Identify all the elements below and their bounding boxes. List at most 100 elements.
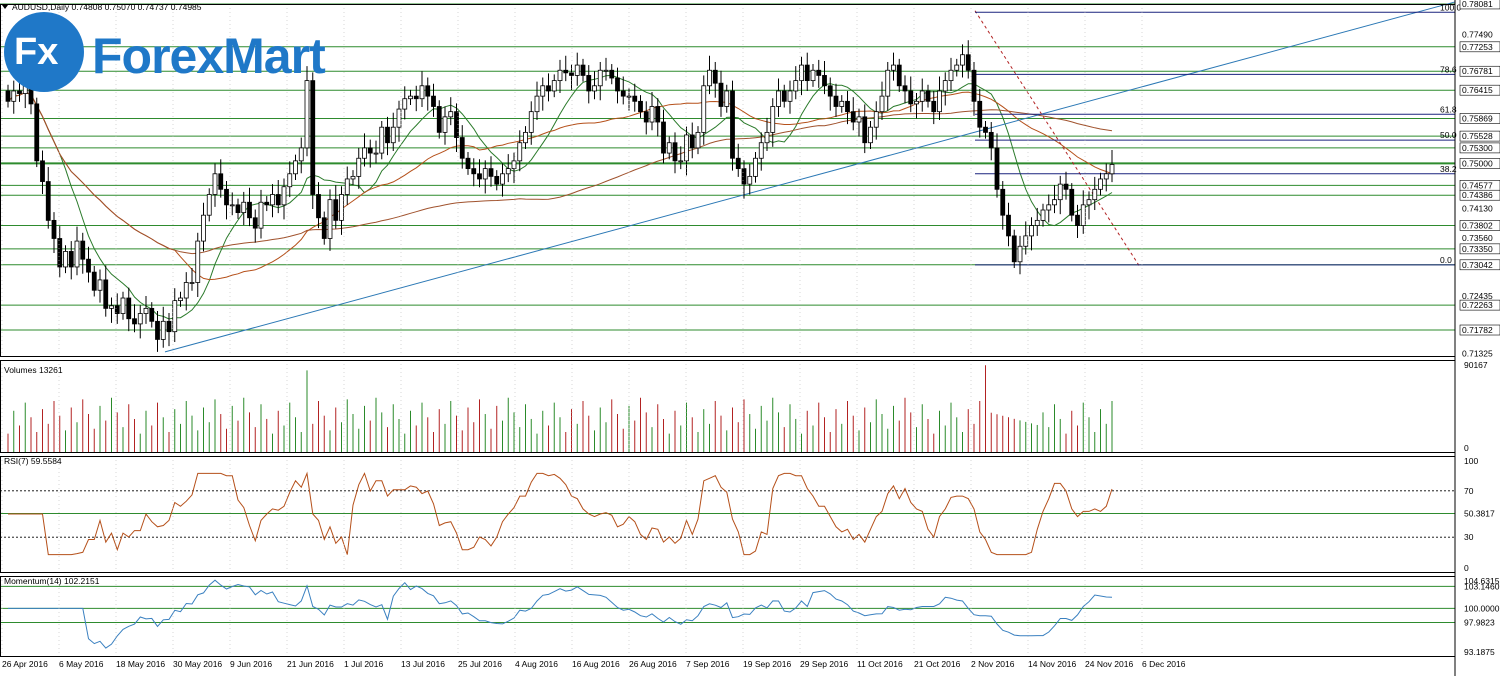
bull-candle (942, 80, 948, 92)
bull-candle (396, 108, 402, 128)
bear-candle (569, 72, 574, 76)
bull-candle (63, 251, 68, 268)
logo-fx-mark: Fx (14, 31, 59, 73)
bear-candle (586, 75, 592, 92)
bull-candle (758, 142, 764, 159)
bear-candle (316, 194, 321, 219)
bull-candle (1098, 178, 1103, 190)
bull-candle (304, 80, 310, 149)
bull-candle (419, 85, 425, 100)
bear-candle (17, 90, 22, 94)
price-label-box (1459, 324, 1500, 336)
bull-candle (189, 282, 195, 284)
bear-candle (132, 318, 137, 325)
bull-candle (120, 297, 126, 314)
time-tick-label: 13 Jul 2016 (401, 659, 445, 669)
bear-candle (615, 77, 620, 92)
bear-candle (971, 69, 977, 102)
bull-candle (793, 80, 799, 92)
bear-candle (86, 258, 91, 273)
indicator-tick-label: 90167 (1464, 360, 1488, 370)
bear-candle (57, 238, 63, 268)
bear-candle (1011, 235, 1017, 263)
fib-level-label: 0.0 (1440, 255, 1452, 265)
price-tick-label: 0.77490 (1462, 30, 1493, 40)
bear-candle (850, 111, 856, 123)
bull-candle (1092, 188, 1098, 201)
bear-candle (862, 116, 868, 144)
bear-candle (166, 320, 172, 333)
fib-diagonal-line (974, 10, 1141, 268)
price-label-box (1459, 220, 1500, 231)
bear-candle (494, 175, 500, 185)
indicator-tick-label: 0 (1464, 563, 1469, 573)
bull-candle (868, 126, 873, 144)
bull-candle (747, 175, 753, 185)
bull-candle (1040, 209, 1046, 221)
bull-candle (810, 69, 816, 82)
price-tick-label: 0.75000 (1462, 158, 1493, 168)
bear-candle (333, 199, 339, 221)
fibonacci-retracement: 100.0 78.6 61.8 50.0 38.2 0.0 (975, 2, 1462, 266)
bull-candle (74, 240, 80, 268)
time-tick-label: 2 Nov 2016 (971, 659, 1015, 669)
bear-candle (563, 69, 569, 74)
bear-candle (252, 217, 258, 229)
bear-candle (264, 201, 270, 206)
time-tick-label: 19 Sep 2016 (743, 659, 791, 669)
trend-line-segment (164, 1, 1456, 353)
ma-long-line (7, 91, 1113, 255)
bull-candle (287, 173, 293, 188)
bull-candle (160, 320, 166, 340)
bear-candle (1075, 214, 1080, 226)
bull-candle (557, 69, 563, 82)
bear-candle (735, 157, 741, 170)
bull-candle (97, 279, 103, 291)
price-tick-label: 0.74386 (1462, 190, 1493, 200)
bull-candle (258, 201, 264, 229)
price-tick-label: 0.71782 (1462, 325, 1493, 335)
fib-level-label: 61.8 (1440, 104, 1457, 114)
bear-candle (781, 90, 787, 102)
bear-candle (661, 121, 666, 154)
bull-candle (178, 297, 183, 302)
bear-candle (218, 173, 224, 190)
bull-candle (408, 95, 413, 100)
time-tick-label: 11 Oct 2016 (857, 659, 903, 669)
bull-candle (770, 106, 776, 133)
bear-candle (413, 95, 419, 100)
indicator-tick-label: 100 (1464, 456, 1478, 466)
price-label-box (1459, 243, 1500, 255)
bull-candle (1017, 245, 1023, 263)
bear-candle (983, 126, 988, 133)
time-tick-label: 30 May 2016 (173, 659, 222, 669)
rsi-line (8, 471, 1113, 556)
bear-candle (471, 168, 477, 175)
bull-candle (172, 300, 178, 333)
bull-candle (241, 201, 247, 214)
price-tick-label: 0.77253 (1462, 42, 1493, 52)
bull-candle (753, 157, 758, 177)
bear-candle (68, 251, 74, 268)
time-tick-label: 6 May 2016 (59, 659, 104, 669)
momentum-indicator (0, 579, 1455, 649)
bull-candle (879, 95, 885, 113)
bear-candle (994, 147, 1000, 190)
indicator-tick-label: 103.1460 (1464, 581, 1500, 591)
chart-menu-arrow-icon[interactable] (2, 5, 8, 9)
price-tick-label: 0.76415 (1462, 85, 1493, 95)
bull-candle (954, 64, 960, 71)
bear-candle (925, 90, 931, 102)
price-tick-label: 0.71325 (1462, 349, 1493, 359)
bear-candle (632, 95, 638, 102)
bear-candle (425, 85, 431, 97)
bull-candle (201, 214, 206, 242)
indicator-tick-label: 30 (1464, 532, 1474, 542)
bear-candle (718, 82, 724, 107)
volume-histogram (7, 365, 1113, 452)
bull-candle (327, 199, 333, 239)
bear-candle (385, 126, 390, 144)
bull-candle (270, 194, 275, 206)
price-axis: 0.78081 0.77490 0.77253 0.76781 0.76415 0.758… (1459, 0, 1500, 657)
price-tick-label: 0.73560 (1462, 233, 1493, 243)
